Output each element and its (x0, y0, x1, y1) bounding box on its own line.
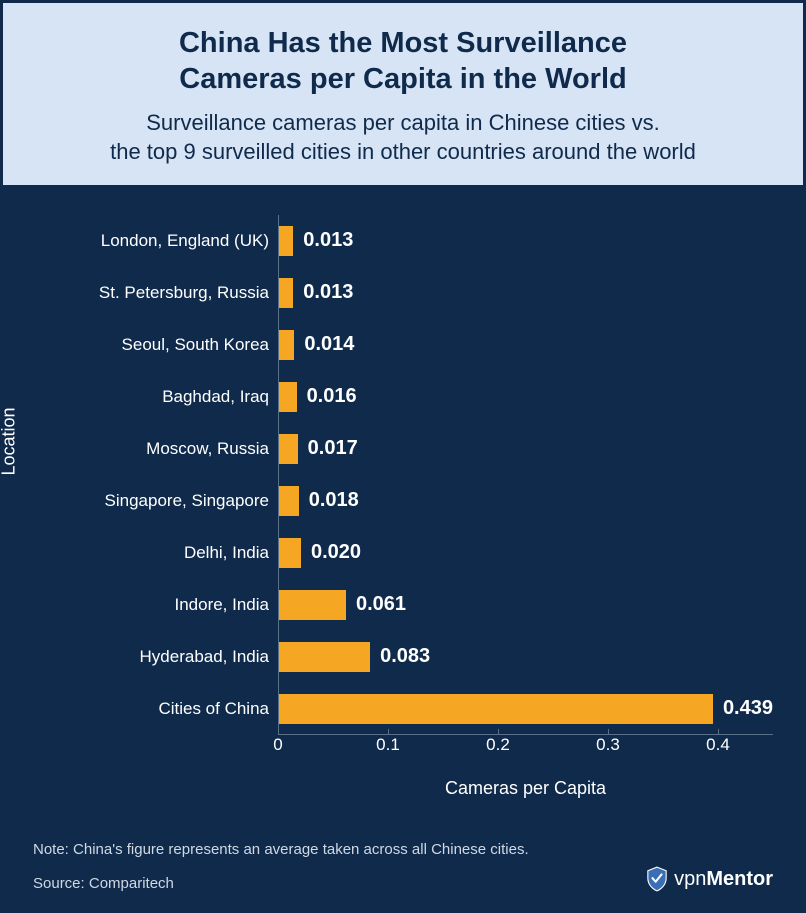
bar (279, 226, 293, 256)
bar-row: Singapore, Singapore0.018 (279, 475, 773, 527)
footer: Note: China's figure represents an avera… (3, 831, 803, 910)
bar-value: 0.020 (311, 541, 361, 564)
bar-value: 0.013 (303, 229, 353, 252)
bar (279, 434, 298, 464)
chart-title: China Has the Most Surveillance Cameras … (33, 25, 773, 98)
shield-icon (646, 866, 668, 892)
bar-row: Seoul, South Korea0.014 (279, 319, 773, 371)
header: China Has the Most Surveillance Cameras … (3, 3, 803, 185)
bar-label: Moscow, Russia (146, 439, 269, 459)
x-ticks: 00.10.20.30.4 (278, 735, 773, 765)
bar (279, 278, 293, 308)
bar-label: Hyderabad, India (140, 647, 269, 667)
x-tick-label: 0 (273, 735, 282, 755)
subtitle-line-1: Surveillance cameras per capita in Chine… (146, 110, 660, 135)
title-line-1: China Has the Most Surveillance (179, 27, 627, 59)
bar-value: 0.013 (303, 281, 353, 304)
x-tick-label: 0.2 (486, 735, 510, 755)
bar (279, 694, 713, 724)
bar-row: Baghdad, Iraq0.016 (279, 371, 773, 423)
bar-label: Baghdad, Iraq (162, 387, 269, 407)
title-line-2: Cameras per Capita in the World (179, 63, 626, 95)
chart-inner: London, England (UK)0.013St. Petersburg,… (83, 215, 773, 805)
bar-row: Hyderabad, India0.083 (279, 631, 773, 683)
brand-prefix: vpn (674, 868, 706, 890)
chart-subtitle: Surveillance cameras per capita in Chine… (33, 108, 773, 167)
bar-label: Cities of China (158, 699, 269, 719)
bar-row: Indore, India0.061 (279, 579, 773, 631)
bar (279, 382, 297, 412)
bar-label: Singapore, Singapore (105, 491, 269, 511)
bar-row: St. Petersburg, Russia0.013 (279, 267, 773, 319)
bar (279, 486, 299, 516)
bar-label: Indore, India (174, 595, 269, 615)
bar-value: 0.083 (380, 645, 430, 668)
x-axis-label: Cameras per Capita (278, 778, 773, 799)
infographic-container: China Has the Most Surveillance Cameras … (0, 0, 806, 913)
brand-logo: vpnMentor (646, 866, 773, 892)
y-axis-label: Location (0, 407, 20, 475)
footer-note: Note: China's figure represents an avera… (33, 841, 773, 858)
bar-value: 0.018 (309, 489, 359, 512)
bar-row: London, England (UK)0.013 (279, 215, 773, 267)
bar-value: 0.061 (356, 593, 406, 616)
bar-label: Seoul, South Korea (122, 335, 269, 355)
footer-source: Source: Comparitech (33, 875, 174, 892)
subtitle-line-2: the top 9 surveilled cities in other cou… (110, 139, 696, 164)
bar (279, 642, 370, 672)
bar-row: Cities of China0.439 (279, 683, 773, 735)
bars-region: London, England (UK)0.013St. Petersburg,… (278, 215, 773, 735)
bar-value: 0.439 (723, 697, 773, 720)
x-tick-label: 0.4 (706, 735, 730, 755)
chart-area: Location London, England (UK)0.013St. Pe… (3, 185, 803, 831)
bar-value: 0.016 (307, 385, 357, 408)
bar-label: London, England (UK) (101, 231, 269, 251)
bar-row: Delhi, India0.020 (279, 527, 773, 579)
brand-suffix: Mentor (706, 868, 773, 890)
bar-label: St. Petersburg, Russia (99, 283, 269, 303)
bar-value: 0.017 (308, 437, 358, 460)
bar (279, 538, 301, 568)
x-tick-label: 0.3 (596, 735, 620, 755)
brand-text: vpnMentor (674, 868, 773, 891)
bar-row: Moscow, Russia0.017 (279, 423, 773, 475)
bar-label: Delhi, India (184, 543, 269, 563)
x-tick-label: 0.1 (376, 735, 400, 755)
bar (279, 590, 346, 620)
footer-row: Source: Comparitech vpnMentor (33, 866, 773, 892)
bar (279, 330, 294, 360)
bar-value: 0.014 (304, 333, 354, 356)
